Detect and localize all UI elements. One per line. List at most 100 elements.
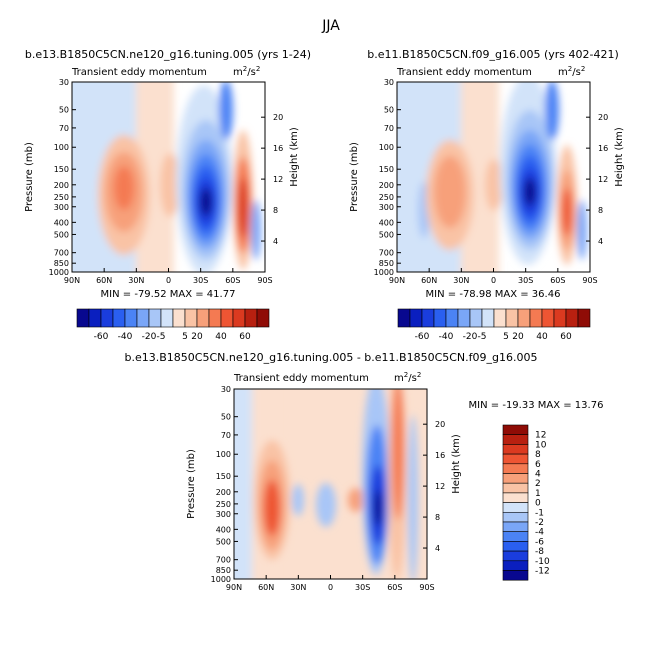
pressure-tick-label: 200 [54, 181, 69, 190]
panel-3-header: b.e13.B1850C5CN.ne120_g16.tuning.005 - b… [124, 351, 537, 364]
height-tick-label: 16 [598, 144, 608, 153]
colorbar-label: 6 [535, 460, 541, 470]
colorbar-label: -40 [439, 332, 454, 342]
panel-3-subtitle: Transient eddy momentum [233, 373, 369, 384]
colorbar-swatch [100, 308, 114, 328]
colorbar-label: -10 [535, 557, 550, 567]
pressure-tick-label: 30 [59, 78, 69, 87]
pressure-tick-label: 1000 [49, 268, 69, 277]
colorbar-swatch [469, 308, 483, 328]
pressure-tick-label: 400 [54, 218, 69, 227]
pressure-tick-label: 500 [216, 537, 231, 546]
pressure-tick-label: 70 [221, 431, 231, 440]
colorbar-swatch [148, 308, 162, 328]
colorbar-swatch [88, 308, 102, 328]
height-tick-label: 16 [435, 451, 445, 460]
colorbar-label: -60 [94, 332, 109, 342]
colorbar-label: -4 [535, 528, 544, 538]
colorbar-swatch [433, 308, 447, 328]
colorbar-swatch [541, 308, 555, 328]
colorbar-swatch [502, 482, 529, 494]
colorbar-swatch [196, 308, 210, 328]
pressure-tick-label: 700 [54, 249, 69, 258]
height-axis-label: Height (km) [451, 434, 462, 494]
lat-tick-label: 30S [355, 583, 370, 592]
colorbar-swatch [502, 531, 529, 542]
pressure-tick-label: 150 [54, 165, 69, 174]
colorbar-label: 40 [215, 332, 227, 342]
colorbar-swatch [457, 308, 471, 328]
pressure-tick-label: 850 [54, 259, 69, 268]
colorbar-swatch [502, 434, 529, 445]
lat-tick-label: 60S [550, 276, 565, 285]
lat-tick-label: 30N [453, 276, 469, 285]
colorbar-label: -40 [118, 332, 133, 342]
panel-2-minmax: MIN = -78.98 MAX = 36.46 [426, 289, 561, 300]
height-tick-label: 8 [598, 206, 603, 215]
colorbar-label: 5 [182, 332, 188, 342]
lat-tick-label: 90S [582, 276, 597, 285]
pressure-tick-label: 850 [216, 566, 231, 575]
pressure-tick-label: 700 [379, 249, 394, 258]
colorbar-swatch [184, 308, 198, 328]
lat-tick-label: 30S [193, 276, 208, 285]
colorbar-swatch [553, 308, 567, 328]
height-tick-label: 8 [273, 206, 278, 215]
colorbar-swatch [502, 473, 529, 484]
lat-tick-label: 30S [518, 276, 533, 285]
panel-2-axes: 305070100150200250300400500700850100090N… [349, 78, 625, 285]
colorbar-label: -1 [535, 508, 544, 518]
colorbar-label: 40 [536, 332, 548, 342]
lat-tick-label: 90S [257, 276, 272, 285]
figure-title: JJA [321, 18, 340, 34]
panel-1-minmax: MIN = -79.52 MAX = 41.77 [101, 289, 236, 300]
panel-1-subtitle: Transient eddy momentum [71, 67, 207, 78]
colorbar-label: 2 [535, 479, 541, 489]
panel-2-colorbar: -60 -40 -20 -5 5 20 40 60 [397, 308, 591, 342]
colorbar-label: -20 [463, 332, 478, 342]
lat-tick-label: 60S [225, 276, 240, 285]
pressure-tick-label: 300 [379, 203, 394, 212]
panel-1-colorbar: -60 -40 -20 -5 5 20 40 60 [76, 308, 270, 342]
lat-tick-label: 60N [96, 276, 112, 285]
pressure-tick-label: 30 [384, 78, 394, 87]
colorbar-label: -2 [535, 518, 544, 528]
colorbar-swatch [256, 308, 270, 328]
height-tick-label: 20 [598, 113, 608, 122]
height-tick-label: 12 [273, 175, 283, 184]
pressure-tick-label: 100 [379, 143, 394, 152]
colorbar-label: -5 [478, 332, 487, 342]
height-tick-label: 20 [273, 113, 283, 122]
colorbar-swatch [220, 308, 234, 328]
lat-tick-label: 60N [421, 276, 437, 285]
colorbar-swatch [445, 308, 459, 328]
pressure-tick-label: 30 [221, 385, 231, 394]
panel-1-units: m2/s2 [233, 65, 260, 78]
panel-3: b.e13.B1850C5CN.ne120_g16.tuning.005 - b… [124, 351, 603, 592]
pressure-tick-label: 500 [54, 230, 69, 239]
colorbar-swatch [481, 308, 495, 328]
pressure-tick-label: 700 [216, 556, 231, 565]
colorbar-label: 60 [560, 332, 572, 342]
pressure-tick-label: 150 [216, 472, 231, 481]
colorbar-label: -8 [535, 547, 544, 557]
height-tick-label: 4 [598, 237, 603, 246]
pressure-tick-label: 300 [216, 510, 231, 519]
colorbar-label: -60 [415, 332, 430, 342]
lat-tick-label: 90N [226, 583, 242, 592]
colorbar-swatch [565, 308, 579, 328]
lat-tick-label: 0 [491, 276, 496, 285]
colorbar-label: 0 [535, 499, 541, 509]
pressure-tick-label: 1000 [374, 268, 394, 277]
colorbar-swatch [502, 502, 529, 513]
colorbar-swatch [502, 541, 529, 552]
colorbar-swatch [529, 308, 543, 328]
pressure-tick-label: 250 [216, 500, 231, 509]
panel-3-minmax: MIN = -19.33 MAX = 13.76 [469, 400, 604, 411]
pressure-tick-label: 200 [379, 181, 394, 190]
pressure-tick-label: 100 [54, 143, 69, 152]
colorbar-label: -12 [535, 567, 550, 577]
colorbar-swatch [502, 453, 529, 465]
colorbar-label: 20 [512, 332, 524, 342]
height-tick-label: 4 [435, 544, 440, 553]
